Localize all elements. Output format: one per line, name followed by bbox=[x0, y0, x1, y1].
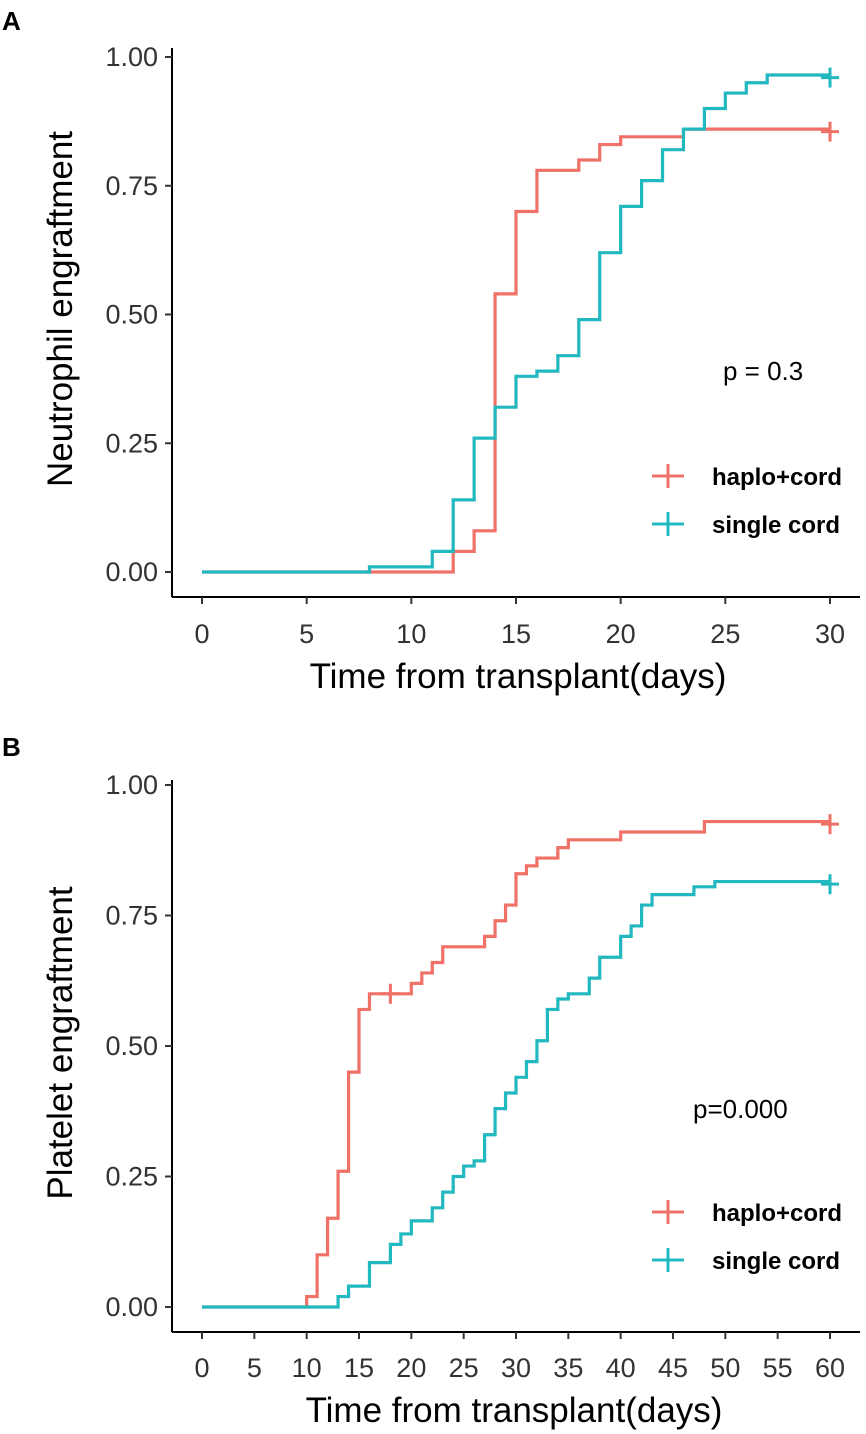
x-tick-label-b: 15 bbox=[344, 1353, 374, 1383]
x-tick-label-b: 35 bbox=[553, 1353, 583, 1383]
x-tick-label-a: 20 bbox=[606, 619, 636, 649]
p-value-a: p = 0.3 bbox=[723, 356, 803, 386]
y-axis-title-b: Platelet engraftment bbox=[41, 886, 80, 1200]
x-tick-label-a: 25 bbox=[710, 619, 740, 649]
x-tick-label-b: 10 bbox=[292, 1353, 322, 1383]
y-tick-label-b: 0.25 bbox=[105, 1162, 158, 1192]
legend-label-haplo-a: haplo+cord bbox=[712, 464, 842, 491]
x-tick-label-a: 15 bbox=[501, 619, 531, 649]
x-tick-label-b: 30 bbox=[501, 1353, 531, 1383]
legend-item-single-a: single cord bbox=[652, 512, 840, 539]
y-tick-label-a: 0.50 bbox=[105, 300, 158, 330]
panel-label-a: A bbox=[2, 6, 21, 36]
x-tick-label-a: 10 bbox=[396, 619, 426, 649]
legend-label-haplo-b: haplo+cord bbox=[712, 1200, 842, 1227]
x-tick-label-b: 45 bbox=[658, 1353, 688, 1383]
legend-label-single-b: single cord bbox=[712, 1248, 840, 1275]
y-ticks-b: 0.00 0.25 0.50 0.75 1.00 bbox=[105, 770, 172, 1322]
panel-a: A 0.00 0.25 0.50 0.75 1.00 0 5 10 15 20 25 30 Time… bbox=[2, 6, 860, 696]
legend-item-haplo-a: haplo+cord bbox=[652, 464, 842, 491]
x-axis-title-b: Time from transplant(days) bbox=[306, 1391, 723, 1430]
y-tick-label-b: 0.50 bbox=[105, 1031, 158, 1061]
y-axis-title-a: Neutrophil engraftment bbox=[41, 131, 80, 487]
series-line-haplo-b bbox=[202, 819, 830, 1309]
x-tick-label-b: 55 bbox=[763, 1353, 793, 1383]
x-tick-label-b: 0 bbox=[194, 1353, 209, 1383]
y-ticks-a: 0.00 0.25 0.50 0.75 1.00 bbox=[105, 42, 172, 587]
legend-label-single-a: single cord bbox=[712, 512, 840, 539]
series-line-single-b bbox=[202, 879, 830, 1309]
x-tick-label-b: 20 bbox=[396, 1353, 426, 1383]
x-tick-label-b: 5 bbox=[247, 1353, 262, 1383]
y-tick-label-b: 0.00 bbox=[105, 1292, 158, 1322]
legend-a: haplo+cord single cord bbox=[652, 464, 842, 539]
legend-item-haplo-b: haplo+cord bbox=[652, 1200, 842, 1227]
y-tick-label-a: 1.00 bbox=[105, 42, 158, 72]
panel-label-b: B bbox=[2, 732, 21, 762]
x-tick-label-a: 30 bbox=[815, 619, 845, 649]
legend-b: haplo+cord single cord bbox=[652, 1200, 842, 1275]
x-tick-label-a: 0 bbox=[194, 619, 209, 649]
p-value-b: p=0.000 bbox=[693, 1094, 788, 1124]
x-axis-title-a: Time from transplant(days) bbox=[310, 657, 727, 696]
x-ticks-a: 0 5 10 15 20 25 30 bbox=[194, 597, 845, 649]
x-tick-label-a: 5 bbox=[299, 619, 314, 649]
legend-item-single-b: single cord bbox=[652, 1248, 840, 1275]
x-ticks-b: 0 5 10 15 20 25 30 35 40 45 50 55 60 bbox=[194, 1332, 845, 1383]
y-tick-label-b: 1.00 bbox=[105, 770, 158, 800]
series-line-haplo-a bbox=[202, 127, 830, 574]
series-group-a bbox=[202, 67, 839, 574]
x-tick-label-b: 50 bbox=[710, 1353, 740, 1383]
x-tick-label-b: 40 bbox=[606, 1353, 636, 1383]
y-tick-label-a: 0.75 bbox=[105, 171, 158, 201]
x-tick-label-b: 60 bbox=[815, 1353, 845, 1383]
y-tick-label-a: 0.00 bbox=[105, 557, 158, 587]
x-tick-label-b: 25 bbox=[449, 1353, 479, 1383]
series-group-b bbox=[202, 814, 839, 1309]
series-line-single-a bbox=[202, 73, 830, 574]
y-tick-label-b: 0.75 bbox=[105, 901, 158, 931]
panel-b: B 0.00 0.25 0.50 0.75 1.00 0 5 10 15 20 25 30 35 40 4… bbox=[2, 732, 860, 1430]
y-tick-label-a: 0.25 bbox=[105, 428, 158, 458]
